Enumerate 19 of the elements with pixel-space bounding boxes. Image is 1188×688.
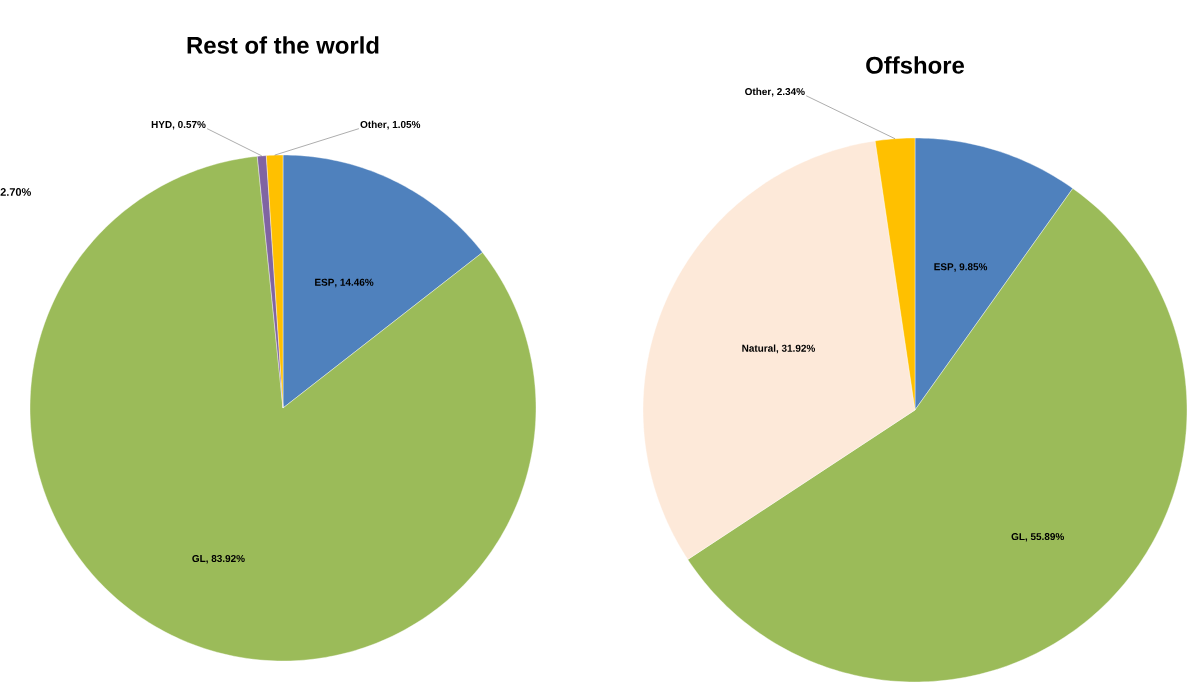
slice-label: ESP xyxy=(315,278,335,286)
slice-label: Other xyxy=(360,120,387,128)
data-label: , 83.92% xyxy=(206,555,245,564)
slice-label: GL xyxy=(1011,533,1025,541)
data-label: , 31.92% xyxy=(776,344,816,354)
data-label: , 14.46% xyxy=(335,278,374,288)
data-label: , 9.85% xyxy=(954,263,988,272)
data-label: , 55.89% xyxy=(1025,533,1064,542)
text: 2.70% xyxy=(0,188,31,196)
data-label: , 0.57% xyxy=(172,120,206,130)
data-label: , 2.34% xyxy=(771,88,805,97)
slice-label: HYD xyxy=(151,121,172,128)
slice-label: Other xyxy=(745,87,772,96)
chart-title: Offshore xyxy=(866,56,965,74)
slice-label: ESP xyxy=(934,263,954,271)
chart-title: Rest of the world xyxy=(187,36,379,54)
data-label: , 1.05% xyxy=(387,120,421,130)
slice-label: GL xyxy=(192,555,206,563)
slice-label: Natural xyxy=(742,344,776,352)
